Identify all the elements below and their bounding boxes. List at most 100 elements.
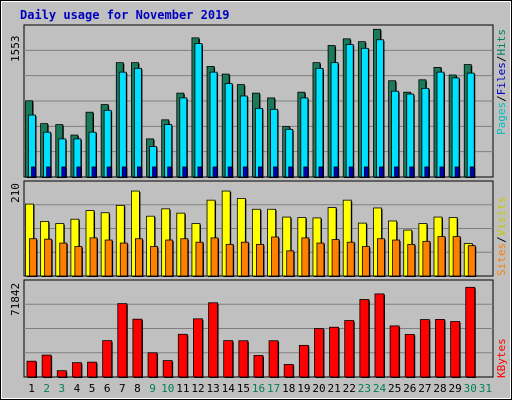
pages-bar [288, 166, 294, 178]
x-tick-label: 8 [134, 382, 141, 395]
x-tick-label: 15 [237, 382, 250, 395]
x-tick-label: 26 [403, 382, 416, 395]
x-tick-label: 13 [206, 382, 219, 395]
sites-bar [316, 242, 325, 277]
x-tick-label: 12 [191, 382, 204, 395]
kbytes-bar [147, 352, 158, 378]
x-axis-day-labels: 1 2 3 4 5 6 7 8 9 10 11 12 13 14 15 16 17 18 19 20 21 22 23 24 2… [28, 382, 492, 395]
pages-bar [76, 166, 82, 178]
kbytes-bar [298, 344, 309, 378]
pages-bar [454, 166, 460, 178]
kbytes-bar [71, 362, 82, 378]
sites-bar [346, 241, 355, 277]
svg-text:Sites/Visits: Sites/Visits [495, 197, 508, 277]
x-tick-label: 20 [312, 382, 325, 395]
x-tick-label: 5 [89, 382, 96, 395]
files-bar [194, 43, 203, 178]
sites-bar [59, 242, 68, 277]
pages-bar [318, 166, 324, 178]
sites-bar [29, 238, 37, 277]
x-tick-label: 31 [479, 382, 492, 395]
kbytes-bar [132, 318, 143, 378]
panel1-ymax-label: 1553 [9, 36, 22, 63]
pages-bar [242, 166, 248, 178]
x-tick-label: 7 [119, 382, 126, 395]
sites-bar [407, 243, 416, 277]
sites-bar [452, 236, 461, 277]
x-tick-label: 9 [149, 382, 156, 395]
sites-bar [150, 246, 158, 277]
kbytes-bar [435, 319, 445, 378]
kbytes-bar [374, 293, 385, 378]
x-tick-label: 28 [433, 382, 446, 395]
x-tick-label: 14 [222, 382, 236, 395]
kbytes-bar [344, 320, 355, 378]
x-tick-label: 10 [161, 382, 174, 395]
kbytes-bar [223, 340, 234, 378]
sites-bar [467, 245, 476, 277]
x-tick-label: 25 [388, 382, 401, 395]
files-bar [300, 97, 309, 178]
sites-bar [165, 239, 174, 277]
pages-bar [258, 166, 263, 178]
kbytes-bar [117, 303, 128, 378]
legend-kbytes-text: KBytes [495, 338, 508, 378]
pages-bar [303, 166, 309, 178]
x-tick-label: 17 [267, 382, 280, 395]
pages-bar [379, 166, 384, 178]
sites-bar [119, 242, 128, 277]
kbytes-bar [389, 325, 400, 378]
panel3-ymax-label: 71842 [9, 283, 22, 316]
files-bar [179, 97, 188, 178]
files-bar [330, 62, 339, 178]
files-bar [134, 67, 142, 178]
kbytes-bar [177, 333, 188, 378]
pages-bar [106, 166, 112, 178]
sites-bar [271, 236, 279, 277]
panel2-ymax-label: 210 [9, 183, 22, 203]
files-bar [360, 47, 369, 178]
x-tick-label: 29 [449, 382, 462, 395]
files-bar [421, 87, 430, 178]
sites-bar [195, 241, 204, 277]
kbytes-bar [87, 361, 97, 378]
x-tick-label: 27 [418, 382, 431, 395]
pages-bar [394, 166, 399, 178]
x-tick-label: 19 [297, 382, 310, 395]
pages-bar [121, 166, 127, 178]
legend-files: Files [495, 62, 508, 95]
kbytes-bar [162, 360, 173, 378]
kbytes-bar [465, 286, 476, 378]
kbytes-bar [253, 355, 264, 378]
kbytes-bar [41, 354, 52, 378]
legend-sep-2: / [495, 56, 508, 63]
kbytes-bar [193, 318, 203, 378]
kbytes-bar [26, 360, 37, 378]
sites-bar [301, 237, 310, 277]
kbytes-bar [419, 319, 430, 378]
pages-bar [91, 166, 97, 178]
pages-bar [46, 166, 52, 178]
sites-bar [377, 238, 385, 277]
pages-bar [439, 166, 445, 178]
legend-pages: Pages [495, 102, 508, 135]
svg-text:Pages/Files/Hits: Pages/Files/Hits [495, 29, 508, 135]
pages-bar [348, 166, 354, 178]
pages-bar [152, 166, 157, 178]
kbytes-bar [102, 340, 113, 378]
legend-visits: Visits [495, 197, 508, 237]
files-bar [315, 67, 324, 178]
pages-bar [212, 166, 218, 178]
sites-bar [74, 246, 83, 277]
x-tick-label: 2 [43, 382, 50, 395]
sites-bar [135, 238, 143, 277]
x-tick-label: 3 [59, 382, 66, 395]
files-bar [436, 71, 445, 178]
kbytes-bar [283, 364, 294, 378]
files-bar [118, 71, 127, 178]
kbytes-bar [208, 302, 218, 378]
sites-bar [361, 246, 370, 277]
sites-bar [392, 239, 400, 277]
